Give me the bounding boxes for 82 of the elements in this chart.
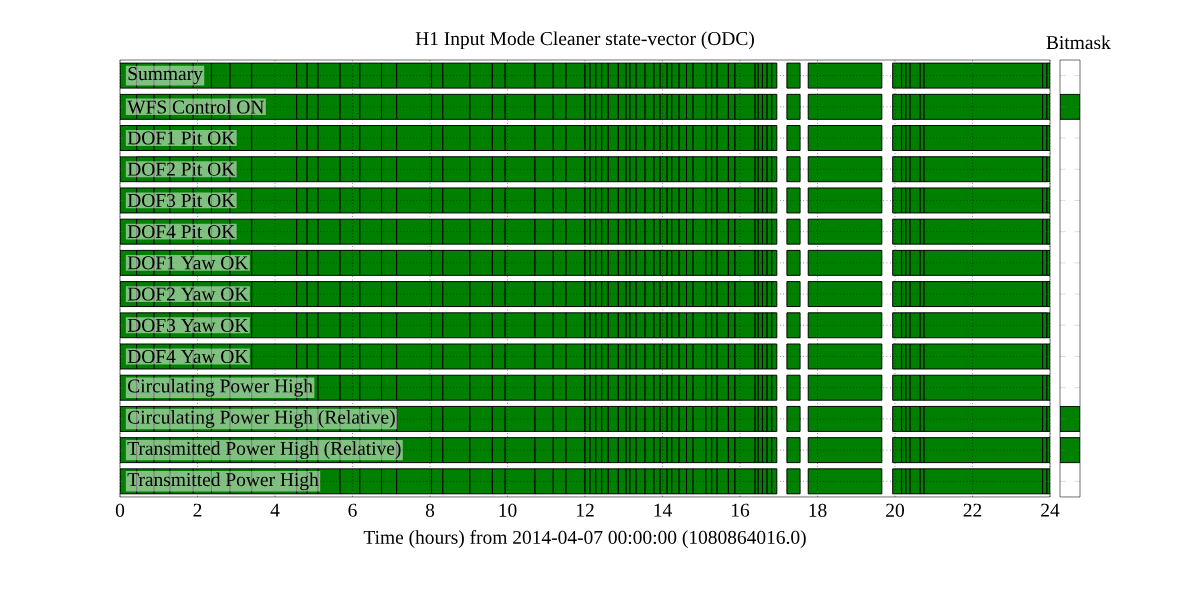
bar	[807, 312, 883, 339]
bar	[807, 125, 883, 151]
bar	[909, 156, 921, 183]
x-tick-label: 12	[576, 503, 594, 517]
y-tick-label: Circulating Power High	[128, 378, 313, 397]
chart-title: H1 Input Mode Cleaner state-vector (ODC)	[415, 31, 754, 50]
bar	[923, 281, 1044, 308]
bar	[807, 93, 883, 120]
y-tick-label: DOF1 Pit OK	[127, 131, 236, 145]
x-tick-label: 0	[115, 503, 125, 517]
bar	[807, 218, 883, 245]
bar	[807, 281, 883, 308]
bar	[909, 343, 921, 370]
bar	[923, 437, 1044, 464]
bar	[923, 156, 1044, 183]
bar	[786, 249, 801, 276]
bar	[786, 437, 801, 464]
y-tick-label: Transmitted Power High (Relative)	[127, 441, 401, 459]
bar	[909, 249, 921, 276]
bar	[786, 218, 801, 245]
bar	[807, 437, 883, 464]
bar	[786, 343, 801, 370]
bar	[909, 437, 921, 464]
bar	[786, 374, 801, 401]
bar	[923, 93, 1044, 120]
y-tick-label: DOF4 Pit OK	[127, 225, 236, 239]
y-tick-label: Summary	[128, 67, 203, 85]
bar	[909, 187, 921, 214]
x-tick-label: 8	[425, 503, 435, 517]
y-tick-label: DOF2 Pit OK	[127, 162, 236, 176]
y-tick-label: DOF2 Yaw OK	[127, 287, 249, 301]
x-tick-label: 20	[886, 503, 904, 517]
x-tick-label: 14	[654, 503, 672, 517]
chart-title: Bitmask	[1046, 35, 1111, 50]
bar	[909, 93, 921, 120]
bar	[786, 156, 801, 183]
bar	[923, 374, 1044, 401]
x-tick-label: 16	[731, 503, 750, 517]
bar	[892, 187, 903, 214]
bar	[909, 281, 921, 308]
bar	[766, 187, 773, 214]
bar	[923, 249, 1044, 276]
bar	[786, 187, 801, 214]
bar	[923, 218, 1044, 245]
x-tick-label: 24	[1041, 503, 1060, 517]
bar	[923, 405, 1044, 432]
bar	[807, 405, 883, 432]
y-tick-label: DOF3 Pit OK	[127, 193, 236, 207]
bar	[786, 405, 801, 432]
bar	[807, 187, 883, 214]
bar	[786, 93, 801, 120]
bar	[909, 374, 921, 401]
x-tick-label: 2	[193, 503, 202, 517]
bar	[923, 125, 1044, 151]
y-tick-label: DOF4 Yaw OK	[127, 349, 249, 364]
y-tick-label: DOF1 Yaw OK	[127, 256, 249, 270]
x-tick-label: 10	[499, 503, 517, 517]
y-tick-label: WFS Control ON	[127, 99, 264, 114]
bar	[766, 343, 773, 370]
y-tick-label: DOF3 Yaw OK	[127, 318, 249, 332]
y-tick-label: Circulating Power High (Relative)	[128, 410, 395, 428]
bar	[807, 343, 883, 370]
bar	[807, 156, 883, 183]
x-tick-label: 6	[348, 503, 357, 517]
y-tick-label: Transmitted Power High	[127, 472, 319, 491]
bar	[786, 125, 801, 151]
bar	[807, 374, 883, 401]
x-tick-label: 18	[809, 503, 827, 517]
bar	[909, 405, 921, 432]
bar	[786, 312, 801, 339]
bar	[923, 187, 1044, 214]
x-tick-label: 4	[270, 503, 280, 517]
bar	[923, 343, 1044, 370]
x-axis-title: Time (hours) from 2014-04-07 00:00:00 (1080864016.0)	[363, 530, 806, 548]
bar	[909, 218, 921, 245]
bar	[786, 281, 801, 308]
bar	[892, 343, 903, 370]
bar	[807, 249, 883, 276]
bar	[909, 312, 921, 339]
x-tick-label: 22	[963, 503, 982, 517]
bar	[923, 312, 1044, 339]
bar	[909, 125, 921, 151]
